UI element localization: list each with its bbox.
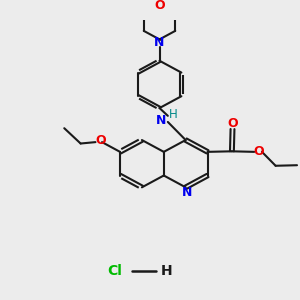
Text: Cl: Cl <box>107 264 122 278</box>
Text: N: N <box>182 186 192 199</box>
Text: N: N <box>154 36 165 50</box>
Text: O: O <box>227 117 238 130</box>
Text: O: O <box>95 134 106 147</box>
Text: N: N <box>156 113 166 127</box>
Text: O: O <box>154 0 165 12</box>
Text: H: H <box>169 108 178 121</box>
Text: O: O <box>253 146 264 158</box>
Text: H: H <box>160 264 172 278</box>
